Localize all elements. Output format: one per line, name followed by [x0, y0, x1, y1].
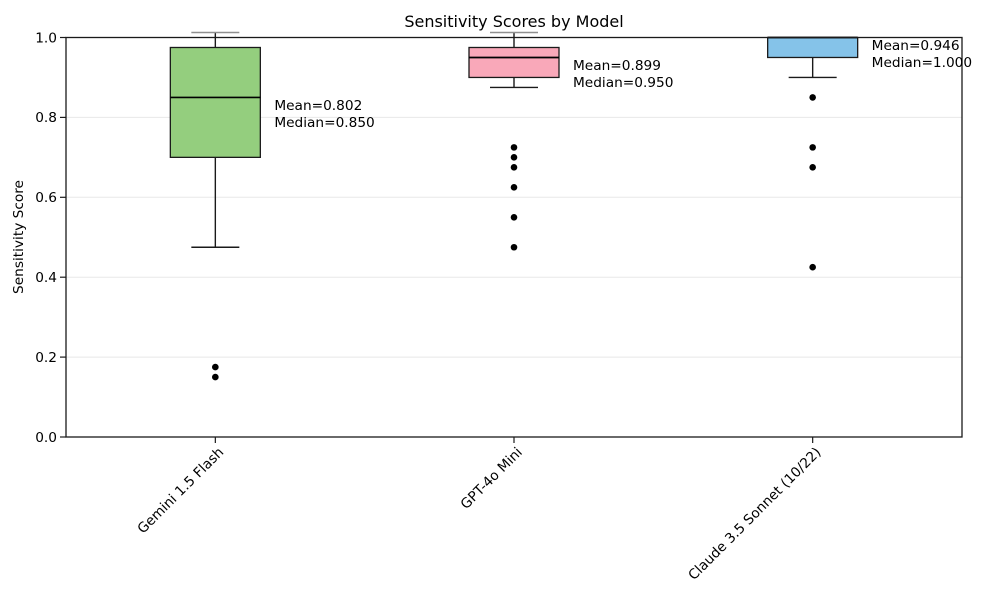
- outlier-point: [809, 263, 816, 271]
- box: [169, 46, 261, 159]
- annotation-line: Mean=0.899: [573, 58, 661, 74]
- annotation-line: Median=0.850: [274, 115, 374, 131]
- y-tick-label: 0.0: [35, 430, 57, 446]
- y-tick-label: 0.8: [35, 110, 57, 126]
- outlier-point: [510, 144, 518, 151]
- box-series: [169, 31, 859, 381]
- outlier-point: [510, 213, 518, 221]
- outlier-point: [809, 94, 816, 101]
- outlier-point: [212, 363, 219, 371]
- y-tick-label: 1.0: [35, 30, 57, 46]
- x-category-label: Gemini 1.5 Flash: [135, 445, 228, 538]
- outlier-point: [510, 164, 518, 171]
- annotation-line: Mean=0.802: [274, 98, 362, 114]
- y-tick-label: 0.2: [35, 350, 57, 366]
- box: [767, 36, 859, 59]
- x-category-label: Claude 3.5 Sonnet (10/22): [685, 445, 824, 584]
- annotation-line: Mean=0.946: [872, 38, 960, 54]
- y-tick-label: 0.6: [35, 190, 57, 206]
- annotation-line: Median=0.950: [573, 75, 673, 91]
- x-category-label: GPT-4o Mini: [458, 445, 526, 513]
- chart-title: Sensitivity Scores by Model: [404, 12, 623, 31]
- outlier-point: [510, 154, 518, 161]
- y-axis-label: Sensitivity Score: [11, 180, 27, 294]
- outlier-point: [212, 373, 219, 381]
- outlier-point: [809, 144, 816, 151]
- box: [468, 46, 560, 79]
- annotation-line: Median=1.000: [872, 55, 972, 71]
- axes: [60, 36, 963, 443]
- outlier-point: [809, 164, 816, 171]
- outlier-point: [510, 184, 518, 191]
- outlier-point: [510, 243, 518, 251]
- y-tick-label: 0.4: [35, 270, 57, 286]
